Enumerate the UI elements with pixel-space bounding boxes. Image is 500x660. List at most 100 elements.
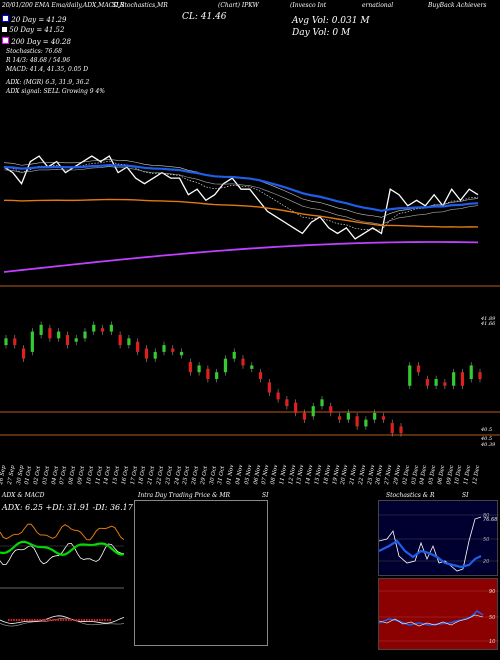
rsi-tick-label: 90: [489, 589, 495, 595]
stoch-panel-si: SI: [462, 492, 469, 499]
macd-histogram-bar: [23, 619, 26, 621]
macd-histogram-bar: [106, 619, 109, 621]
date-tick-label: 05 Dec: [428, 464, 438, 486]
candle-body: [223, 358, 228, 373]
macd-histogram-bar: [44, 619, 46, 621]
macd-histogram-bar: [52, 619, 54, 621]
macd-histogram-bar: [73, 619, 75, 621]
macd-histogram-bar: [49, 619, 52, 621]
candlestick-chart: [0, 285, 500, 437]
macd-histogram-bar: [93, 619, 96, 621]
candle-body: [171, 348, 175, 352]
candle-body: [109, 324, 113, 332]
day-volume: Day Vol: 0 M: [292, 28, 351, 38]
macd-histogram-bar: [18, 619, 20, 621]
macd-histogram-bar: [62, 619, 65, 621]
adx-minus-di-line: [0, 542, 124, 566]
date-tick-label: 26 Sep: [0, 464, 8, 486]
ema100-line: [3, 198, 479, 228]
legend-ema50: 50 Day = 41.52: [2, 26, 64, 34]
candle-body: [232, 351, 236, 359]
macd-histogram-bar: [28, 619, 31, 621]
candle-body: [425, 379, 429, 386]
date-tick-label: 27 Nov: [384, 464, 394, 486]
candle-body: [460, 372, 465, 386]
candle-body: [241, 358, 245, 366]
date-tick-label: 08 Oct: [68, 465, 78, 486]
candle-body: [13, 338, 17, 346]
macd-signal-line: [0, 617, 124, 627]
date-tick-label: 29 Nov: [393, 464, 403, 486]
candle-body: [434, 379, 438, 386]
macd-histogram-bar: [80, 619, 83, 621]
macd-histogram-bar: [26, 619, 28, 621]
candle-body: [162, 345, 166, 352]
macd-histogram-bar: [8, 619, 10, 621]
date-tick-label: 06 Dec: [436, 464, 447, 486]
date-tick-label: 03 Oct: [41, 465, 52, 486]
candle-body: [206, 368, 210, 379]
candle-body: [30, 331, 34, 352]
candle-body: [311, 406, 315, 417]
candle-body: [83, 331, 87, 339]
intraday-panel-si: SI: [262, 492, 269, 499]
date-tick-label: 01 Nov: [226, 464, 236, 486]
date-tick-label: 21 Nov: [349, 464, 359, 486]
date-tick-label: 02 Oct: [33, 465, 43, 486]
intraday-panel: [134, 500, 268, 646]
macd-histogram-bar: [65, 619, 67, 621]
candle-body: [267, 382, 271, 393]
macd-histogram-bar: [41, 619, 44, 621]
candle-body: [144, 348, 149, 359]
rsi-tick-label: 10: [489, 639, 495, 645]
candle-body: [136, 341, 140, 352]
stoch-tick-label: 80: [483, 513, 489, 519]
candle-body: [65, 334, 70, 346]
date-tick-label: 22 Oct: [156, 465, 166, 486]
price-line: [3, 155, 479, 240]
candle-body: [118, 334, 122, 346]
candle-body: [285, 399, 289, 407]
date-tick-label: 11 Nov: [278, 464, 289, 486]
macd-histogram-bar: [86, 619, 88, 621]
stoch-k-line: [379, 516, 482, 572]
adx-chart: [0, 523, 124, 627]
candle-body: [92, 324, 96, 332]
macd-histogram-bar: [67, 619, 70, 621]
macd-histogram-bar: [109, 619, 111, 621]
candle-body: [399, 426, 403, 434]
macd-histogram-bar: [39, 619, 41, 621]
macd-histogram-bar: [10, 619, 13, 621]
candle-body: [373, 412, 377, 420]
candle-body: [188, 362, 192, 373]
legend-ema200-text: 200 Day = 40.28: [11, 38, 71, 46]
rsi-panel: 90 50 10: [378, 578, 499, 650]
price-label-1: 41.89: [481, 316, 496, 322]
macd-histogram-bar: [101, 619, 104, 621]
stochastics-chart: 80 50 20 76.68: [379, 513, 499, 572]
macd-histogram-bar: [15, 619, 18, 621]
macd-histogram-bar: [99, 619, 101, 621]
date-tick-label: 12 Dec: [472, 464, 482, 486]
intraday-panel-title: Intra Day Trading Price & MR: [138, 492, 231, 499]
macd-histogram-bar: [21, 619, 23, 621]
macd-histogram-bar: [83, 619, 85, 621]
chart-title-mid: SI,Stochastics,MR: [112, 2, 168, 9]
macd-histogram-bar: [75, 619, 78, 621]
candle-body: [276, 392, 280, 400]
date-tick-label: 21 Oct: [147, 465, 157, 486]
candle-body: [250, 365, 254, 369]
legend-macd: MACD: 41.4, 41.35, 0.05 D: [6, 66, 89, 73]
symbol-label: (Chart) IPKW: [218, 2, 259, 9]
macd-histogram-bar: [31, 619, 33, 621]
macd-histogram-bar: [13, 619, 15, 621]
candle-body: [48, 328, 52, 339]
candle-body: [443, 382, 447, 386]
company-name-2: ernational: [362, 2, 394, 9]
candle-body: [39, 324, 43, 335]
date-tick-label: 04 Nov: [235, 464, 245, 486]
candle-body: [197, 365, 201, 373]
legend-ema20: 20 Day = 41.29: [2, 15, 66, 24]
legend-ema50-text: 50 Day = 41.52: [9, 26, 65, 34]
adx-line: [0, 540, 124, 556]
